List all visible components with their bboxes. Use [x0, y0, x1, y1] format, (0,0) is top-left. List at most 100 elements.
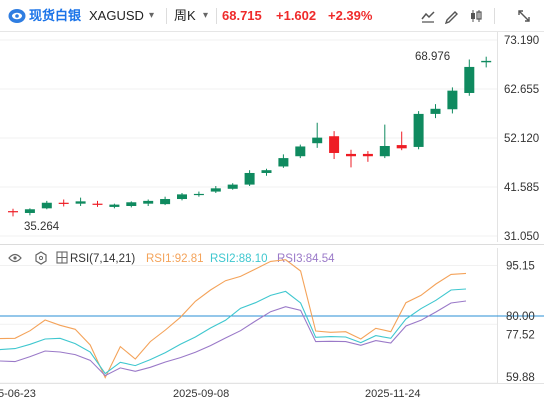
symbol-dropdown-caret-icon[interactable]: ▾ — [149, 10, 155, 21]
candle-body — [210, 188, 221, 192]
toolbar: 现货白银 XAGUSD ▾ 周K ▾ 68.715 +1.602 +2.39% — [0, 0, 544, 32]
main-y-axis: 73.190 62.655 52.120 41.585 31.050 — [504, 35, 539, 243]
symbol-name[interactable]: 现货白银 — [29, 8, 82, 23]
candle[interactable] — [143, 199, 154, 206]
toolbar-divider — [494, 8, 495, 24]
candle[interactable] — [92, 200, 103, 207]
candle-body — [379, 146, 390, 157]
low-price-label: 35.264 — [24, 221, 60, 233]
candle[interactable] — [413, 111, 424, 150]
candle-body — [362, 153, 373, 157]
rsi-title: RSI(7,14,21) — [70, 253, 135, 265]
candle-body — [109, 204, 120, 207]
candle[interactable] — [126, 201, 137, 208]
rsi-y-tick-label: 59.88 — [506, 372, 535, 384]
price-change-percent: +2.39% — [328, 8, 373, 23]
candle[interactable] — [278, 154, 289, 168]
candle-body — [329, 136, 340, 153]
y-tick-label: 62.655 — [504, 84, 539, 96]
rsi2-legend: RSI2:88.10 — [210, 253, 268, 265]
rsi-legend: RSI(7,14,21) RSI1:92.81 RSI2:88.10 RSI3:… — [8, 251, 335, 265]
candle[interactable] — [210, 186, 221, 193]
candle-body — [430, 108, 441, 114]
candle-body — [193, 193, 204, 196]
candle-body — [244, 172, 255, 185]
rsi-y-tick-label: 80.00 — [506, 311, 535, 323]
x-tick-label: 5-06-23 — [0, 388, 36, 400]
candle[interactable] — [346, 149, 356, 168]
x-axis: 5-06-23 2025-09-08 2025-11-24 — [0, 388, 420, 400]
candle[interactable] — [193, 191, 204, 197]
candle-body — [261, 170, 272, 173]
candle-body — [126, 202, 137, 206]
candle-body — [24, 209, 35, 213]
rsi-series — [0, 259, 467, 379]
candle-body — [160, 199, 171, 205]
candle[interactable] — [24, 208, 35, 216]
candle-body — [8, 211, 18, 213]
candle[interactable] — [58, 199, 69, 207]
candle-body — [227, 184, 238, 189]
candle[interactable] — [244, 170, 255, 186]
candle[interactable] — [329, 131, 340, 160]
candle-body — [447, 90, 458, 110]
settings-icon-center — [38, 255, 44, 261]
fullscreen-icon[interactable] — [514, 7, 534, 25]
candle[interactable] — [396, 131, 407, 151]
candle[interactable] — [177, 192, 187, 201]
toolbar-divider — [216, 8, 217, 24]
y-tick-label: 52.120 — [504, 133, 539, 145]
candle[interactable] — [430, 104, 441, 119]
candle[interactable] — [261, 168, 272, 176]
candle[interactable] — [8, 208, 18, 217]
candle[interactable] — [295, 144, 306, 159]
candle[interactable] — [75, 197, 86, 206]
candle-body — [58, 202, 69, 204]
candle-body — [396, 145, 407, 149]
candle-body — [312, 137, 323, 144]
candle[interactable] — [41, 200, 52, 210]
toolbar-divider — [166, 8, 167, 24]
candle-body — [346, 153, 356, 157]
symbol-code[interactable]: XAGUSD — [89, 8, 144, 23]
rsi-line-rsi2 — [0, 288, 467, 375]
candle-body — [481, 60, 492, 63]
candle[interactable] — [379, 124, 390, 159]
y-tick-label: 41.585 — [504, 182, 539, 194]
candle[interactable] — [362, 151, 373, 162]
rsi-line-rsi3 — [0, 300, 467, 377]
rsi3-legend: RSI3:84.54 — [277, 253, 335, 265]
candlestick-series — [8, 56, 492, 217]
high-price-label: 68.976 — [415, 51, 450, 63]
candle-body — [413, 113, 424, 147]
rsi-y-tick-label: 77.52 — [506, 329, 535, 341]
circle-eye-icon — [8, 9, 26, 23]
rsi-y-tick-label: 95.15 — [506, 261, 535, 273]
candle-body — [41, 202, 52, 209]
candle-body — [75, 201, 86, 204]
candle[interactable] — [481, 56, 492, 68]
interval-dropdown-caret-icon[interactable]: ▾ — [203, 10, 209, 21]
candle[interactable] — [227, 183, 238, 190]
y-tick-label: 31.050 — [504, 231, 539, 243]
candle[interactable] — [447, 87, 458, 114]
candle[interactable] — [160, 196, 171, 206]
candle[interactable] — [464, 59, 475, 96]
rsi-line-rsi1 — [0, 259, 467, 379]
candle[interactable] — [312, 122, 323, 148]
interval-selector[interactable]: 周K — [174, 8, 196, 23]
rsi-pane-grid — [0, 265, 497, 384]
candle-body — [143, 200, 154, 204]
settings-icon[interactable] — [35, 251, 47, 265]
last-price: 68.715 — [222, 8, 262, 23]
rsi1-legend: RSI1:92.81 — [146, 253, 204, 265]
y-tick-label: 73.190 — [504, 35, 539, 47]
draw-icon[interactable] — [442, 7, 462, 25]
eye-icon[interactable] — [8, 253, 22, 263]
candle-body — [92, 203, 103, 205]
indicator-icon[interactable] — [418, 7, 438, 25]
compare-icon[interactable] — [466, 7, 486, 25]
candle[interactable] — [109, 203, 120, 209]
eye-icon-pupil — [13, 256, 17, 260]
